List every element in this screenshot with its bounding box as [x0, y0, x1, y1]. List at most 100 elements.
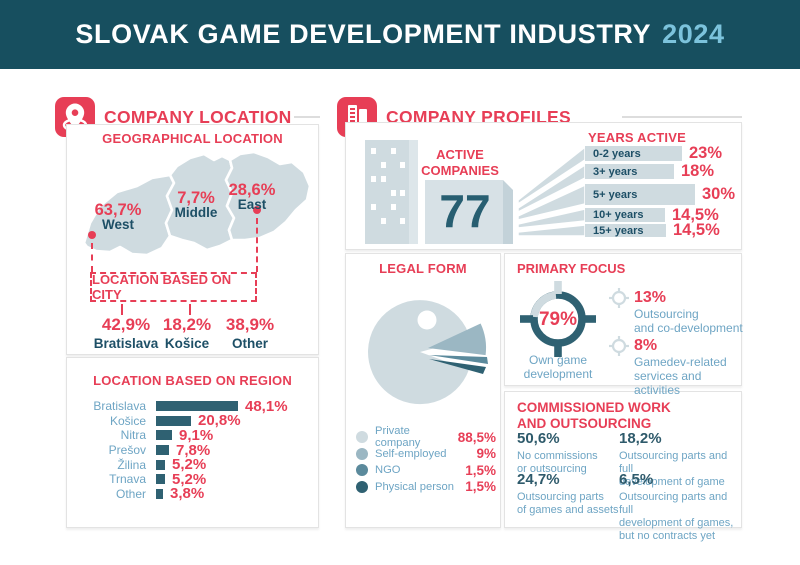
dashed-connector-west	[91, 243, 93, 272]
city-name: Bratislava	[93, 336, 159, 351]
region-label: Košice	[109, 413, 146, 428]
region-pct: 5,2%	[172, 470, 207, 488]
years-bar-pct: 30%	[702, 185, 736, 203]
dashed-leg-1	[121, 304, 123, 315]
page-title: SLOVAK GAME DEVELOPMENT INDUSTRY	[75, 19, 652, 49]
west-value: 63,7%	[94, 201, 142, 219]
geo-title: GEOGRAPHICAL LOCATION	[102, 131, 283, 146]
buildings-illustration	[365, 140, 585, 244]
commissioned-stat: 24,7% Outsourcing parts of games and ass…	[517, 471, 622, 517]
legend-row: NGO 1,5%	[356, 462, 496, 479]
region-label: Žilina	[117, 457, 146, 472]
legend-dot-self-employed	[356, 447, 368, 460]
commissioned-panel	[504, 391, 742, 528]
years-bar: 10+ years	[585, 208, 665, 222]
legend-pct: 1,5%	[465, 479, 496, 495]
commissioned-value: 6,5%	[619, 471, 654, 488]
legend-dot-physical-person	[356, 480, 368, 493]
years-bar-pct: 23%	[689, 144, 723, 162]
city-stat-bratislava: 42,9% Bratislava	[88, 315, 164, 351]
city-value: 18,2%	[162, 315, 212, 334]
crosshair-icon	[520, 281, 596, 357]
city-title-box: LOCATION BASED ON CITY	[90, 272, 257, 302]
page-year: 2024	[662, 19, 725, 49]
legend-row: Self-employed 9%	[356, 446, 496, 463]
region-bar-row: Bratislava 48,1%	[70, 397, 316, 415]
legend-pct: 1,5%	[465, 462, 496, 478]
middle-name: Middle	[174, 205, 218, 220]
years-bar-label: 0-2 years	[593, 147, 641, 160]
commissioned-value: 18,2%	[619, 430, 662, 447]
legend-pct: 88,5%	[457, 429, 496, 445]
years-bar: 5+ years	[585, 184, 695, 205]
city-name: Košice	[164, 336, 210, 351]
city-stat-other: 38,9% Other	[215, 315, 285, 351]
years-bar-label: 5+ years	[593, 188, 638, 201]
region-bar	[156, 488, 163, 499]
focus-other-pct: 8%	[634, 337, 658, 354]
region-label: Trnava	[109, 472, 146, 487]
region-pct: 20,8%	[198, 412, 241, 430]
pie-slice-private-company	[368, 300, 471, 405]
header-banner: SLOVAK GAME DEVELOPMENT INDUSTRY 2024	[0, 0, 800, 69]
region-bar-row: Trnava 5,2%	[70, 470, 316, 488]
slovakia-map	[82, 150, 312, 257]
primary-focus-panel	[504, 253, 742, 386]
city-value: 42,9%	[101, 315, 151, 334]
region-bar	[156, 430, 172, 441]
region-chart-panel	[66, 357, 319, 528]
region-bar-row: Prešov 7,8%	[70, 442, 316, 459]
legal-form-title: LEGAL FORM	[379, 261, 467, 276]
dashed-leg-2	[189, 304, 191, 315]
primary-focus-title: PRIMARY FOCUS	[517, 261, 626, 276]
commissioned-label: No commissions or outsourcing	[517, 450, 598, 475]
legend-dot-private-company	[356, 431, 368, 444]
city-title: LOCATION BASED ON CITY	[92, 272, 232, 302]
region-pct: 48,1%	[245, 397, 288, 415]
title-rule-left	[294, 116, 320, 118]
legend-row: Physical person 1,5%	[356, 479, 496, 496]
region-label: Bratislava	[93, 399, 146, 414]
region-bar	[156, 445, 169, 456]
commissioned-value: 50,6%	[517, 430, 560, 447]
years-bar: 3+ years	[585, 164, 674, 179]
years-bar-pct: 14,5%	[673, 221, 720, 239]
pie-slice-self-employed	[428, 323, 487, 356]
commissioned-stat: 18,2% Outsourcing parts and full develop…	[619, 430, 740, 489]
legend-label: Private company	[375, 425, 421, 450]
focus-other-label: Outsourcing and co-development	[634, 307, 743, 336]
focus-other-pct: 13%	[634, 289, 667, 306]
map-region-east	[224, 150, 312, 242]
dashed-connector-east	[256, 218, 258, 272]
region-bar	[156, 401, 238, 412]
region-bar-row: Žilina 5,2%	[70, 456, 316, 474]
active-companies-label: ACTIVE COMPANIES	[421, 147, 499, 178]
pie-slice-ngo	[429, 355, 488, 364]
east-value: 28,6%	[228, 181, 276, 199]
region-bar-row: Košice 20,8%	[70, 412, 316, 430]
crosshair-small-icon	[609, 288, 629, 308]
crosshair-small-icon	[609, 336, 629, 356]
region-bar	[156, 474, 165, 485]
legend-label: NGO	[375, 464, 401, 477]
city-stat-kosice: 18,2% Košice	[152, 315, 222, 351]
commissioned-value: 24,7%	[517, 471, 560, 488]
region-pct: 3,8%	[170, 485, 205, 503]
pie-slice-physical-person	[429, 359, 486, 374]
commissioned-stat: 6,5% Outsourcing parts and full developm…	[619, 471, 740, 543]
map-dot-east	[253, 206, 261, 214]
region-label: Nitra	[120, 428, 146, 443]
region-bar-row: Other 3,8%	[70, 485, 316, 503]
legal-form-pie	[368, 300, 488, 405]
legend-label: Self-employed	[375, 447, 447, 460]
region-pct: 9,1%	[179, 426, 214, 444]
region-chart-title: LOCATION BASED ON REGION	[93, 373, 292, 388]
title-rule-right	[622, 116, 742, 118]
primary-focus-main-label: Own game development	[523, 353, 593, 382]
company-location-title: COMPANY LOCATION	[104, 107, 292, 127]
east-name: East	[237, 197, 267, 212]
legend-label: Physical person	[375, 480, 454, 493]
region-pct: 5,2%	[172, 456, 207, 474]
commissioned-label: Outsourcing parts and full development o…	[619, 491, 734, 542]
